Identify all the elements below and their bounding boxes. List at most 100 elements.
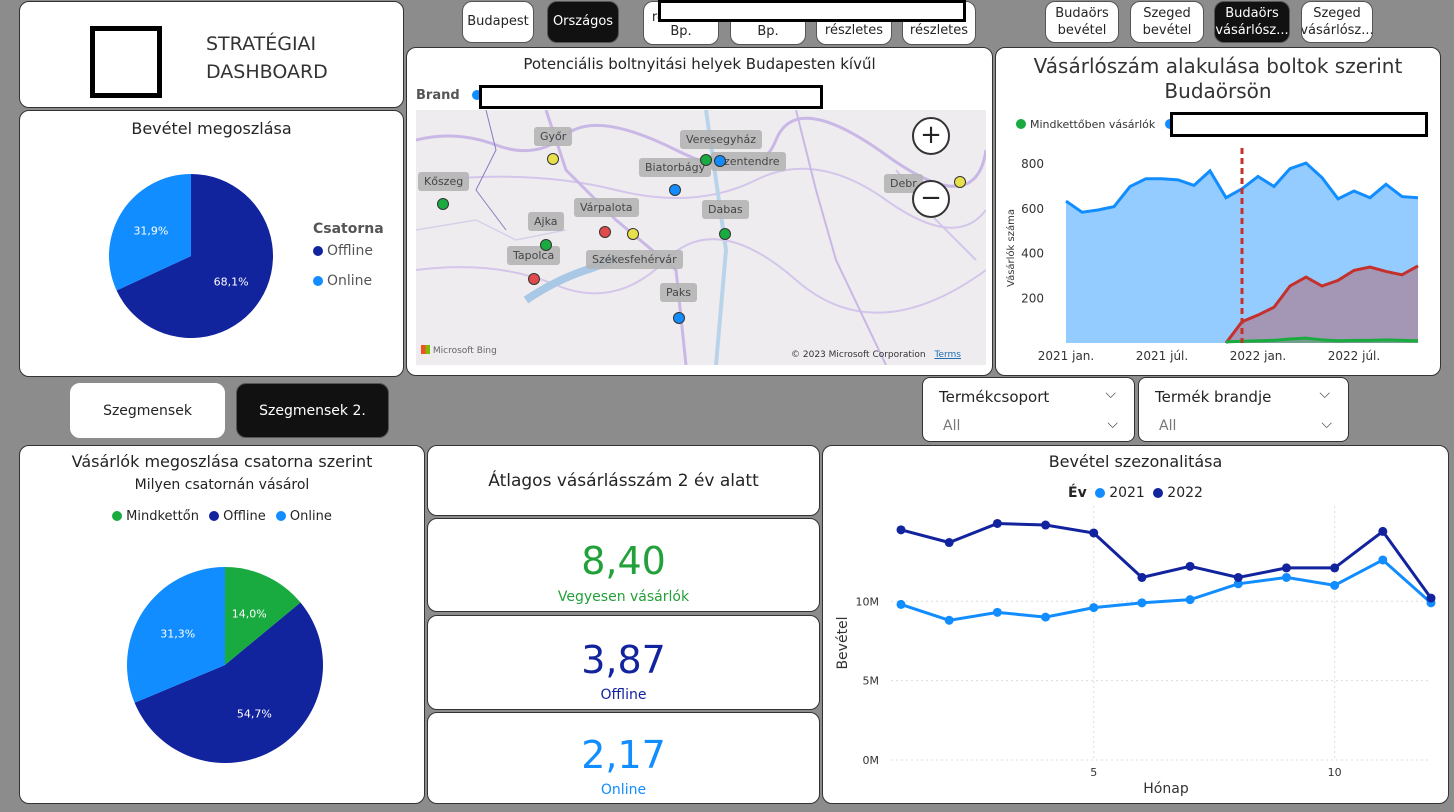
pie-slice-online[interactable] [109, 174, 191, 291]
y-tick-label: 800 [1021, 157, 1044, 171]
szeged-vasarloszam-button[interactable]: Szeged vásárlósz... [1301, 1, 1373, 43]
data-point[interactable] [1378, 555, 1388, 565]
pie-slice-offline[interactable] [134, 602, 324, 764]
customers-pie-title: Vásárlók megoszlása csatorna szerint [71, 452, 373, 471]
map-marker[interactable] [700, 154, 712, 166]
map-marker[interactable] [528, 273, 540, 285]
data-point[interactable] [1330, 580, 1340, 590]
seasonality-card: Bevétel szezonalitása Év 2021 2022 10M 5M… [822, 445, 1449, 804]
termekcsoport-dropdown[interactable]: All ⌵ [929, 416, 1124, 441]
seasonality-legend: Év 2021 2022 [1068, 485, 1203, 501]
y-axis-title: Bevétel [835, 616, 851, 669]
szegmensek-button[interactable]: Szegmensek [70, 383, 225, 438]
y-tick-label: 200 [1021, 291, 1044, 305]
legend-item-offline[interactable]: Offline [209, 509, 266, 524]
map-marker[interactable] [714, 155, 726, 167]
map-marker[interactable] [540, 239, 552, 251]
zoom-out-button[interactable]: − [912, 180, 950, 218]
pie-slice-offline[interactable] [116, 174, 274, 338]
chevron-down-icon[interactable]: ⌵ [1319, 386, 1330, 402]
revenue-pie-chart[interactable]: 68,1% 31,9% [20, 111, 404, 377]
data-point[interactable] [1281, 572, 1291, 582]
data-point[interactable] [1137, 598, 1147, 608]
map-marker[interactable] [669, 184, 681, 196]
map-city-veresegyhaz: Veresegyház [680, 130, 762, 149]
data-point[interactable] [1233, 579, 1243, 589]
legend-item-online[interactable]: Online [313, 273, 384, 289]
map-city-dabas: Dabas [702, 200, 749, 219]
map-city-ajka: Ajka [528, 212, 564, 231]
pie-slice-online[interactable] [126, 567, 225, 703]
budaors-chart-card: Vásárlószám alakulása boltok szerint Bud… [995, 47, 1441, 376]
data-point[interactable] [1185, 595, 1195, 605]
data-point[interactable] [1378, 526, 1388, 536]
budapest-button[interactable]: Budapest [462, 1, 534, 43]
map-area[interactable]: Győr Veresegyház Biatorbágy Szentendre K… [416, 110, 986, 365]
terms-link[interactable]: Terms [934, 350, 961, 360]
series-line[interactable] [1225, 336, 1419, 344]
revenue-pie-legend: Csatorna Offline Online [313, 221, 384, 289]
data-point[interactable] [1089, 528, 1099, 538]
data-point[interactable] [896, 525, 906, 535]
series-line-2022[interactable] [900, 521, 1433, 599]
kpi-online-value: 2,17 [581, 733, 666, 777]
data-point[interactable] [1233, 572, 1243, 582]
slicer-title: Termékcsoport [939, 388, 1050, 406]
map-marker[interactable] [627, 228, 639, 240]
chevron-down-icon[interactable]: ⌵ [1105, 386, 1116, 402]
customers-pie-chart[interactable]: 14,0% 54,7% 31,3% [20, 446, 425, 804]
data-point[interactable] [1137, 572, 1147, 582]
budaors-vasarloszam-button[interactable]: Budaörs vásárlósz... [1214, 1, 1290, 43]
legend-item-mindketto[interactable]: Mindkettőn [112, 509, 199, 524]
data-point[interactable] [944, 615, 954, 625]
legend-item-online[interactable]: Online [275, 509, 332, 524]
data-point[interactable] [1089, 603, 1099, 613]
data-point[interactable] [992, 607, 1002, 617]
legend-item-2022[interactable]: 2022 [1153, 485, 1203, 501]
kpi-mixed-value: 8,40 [581, 539, 666, 583]
data-point[interactable] [1041, 612, 1051, 622]
data-point[interactable] [944, 538, 954, 548]
map-legend: Brand [416, 88, 486, 103]
legend-item-offline[interactable]: Offline [313, 243, 384, 259]
zoom-in-button[interactable]: + [912, 117, 950, 155]
map-marker[interactable] [437, 198, 449, 210]
map-marker[interactable] [954, 176, 966, 188]
map-city-szekesfehervar: Székesfehérvár [586, 250, 683, 269]
pie-slice-mindketto[interactable] [225, 567, 301, 665]
map-marker[interactable] [719, 228, 731, 240]
kpi-offline-value: 3,87 [581, 638, 666, 682]
data-point[interactable] [992, 518, 1002, 528]
map-marker[interactable] [547, 153, 559, 165]
map-marker[interactable] [599, 226, 611, 238]
map-marker[interactable] [673, 312, 685, 324]
budaors-bevetel-button[interactable]: Budaörs bevétel [1045, 1, 1119, 43]
data-point[interactable] [1330, 563, 1340, 573]
data-point[interactable] [1185, 561, 1195, 571]
szeged-bevetel-button[interactable]: Szeged bevétel [1130, 1, 1204, 43]
data-point[interactable] [1426, 593, 1436, 603]
y-tick-label: 0M [863, 754, 880, 767]
termekcsoport-slicer[interactable]: Termékcsoport ⌵ All ⌵ [922, 377, 1135, 442]
termek-brandje-dropdown[interactable]: All ⌵ [1145, 416, 1338, 441]
customers-pie-card: Vásárlók megoszlása csatorna szerint Mil… [19, 445, 425, 804]
x-tick-label: 2022 jan. [1230, 349, 1286, 363]
orszagos-button[interactable]: Országos [547, 1, 619, 43]
legend-item-2021[interactable]: 2021 [1095, 485, 1145, 501]
data-point[interactable] [1041, 520, 1051, 530]
x-tick-label: 2021 júl. [1136, 349, 1188, 363]
series-line[interactable] [1224, 264, 1419, 344]
data-point[interactable] [896, 599, 906, 609]
data-point[interactable] [1281, 563, 1291, 573]
y-tick-label: 400 [1021, 247, 1044, 261]
seasonality-line-chart[interactable]: 10M 5M 0M 5 10 Bevétel Hónap [823, 446, 1449, 804]
header-card: STRATÉGIAI DASHBOARD [19, 1, 404, 108]
legend-item-mindketto[interactable]: Mindkettőben vásárlók [1016, 118, 1155, 131]
szegmensek2-button[interactable]: Szegmensek 2. [236, 383, 389, 438]
map-city-tapolca: Tapolca [507, 246, 561, 265]
termek-brandje-slicer[interactable]: Termék brandje ⌵ All ⌵ [1138, 377, 1349, 442]
series-line-2021[interactable] [900, 558, 1432, 622]
budaors-area-chart[interactable]: 800 600 400 200 Vásárlók száma 2021 jan. 2021 … [996, 48, 1441, 376]
x-tick-label: 2021 jan. [1038, 349, 1094, 363]
dashboard-title: STRATÉGIAI DASHBOARD [206, 33, 328, 83]
